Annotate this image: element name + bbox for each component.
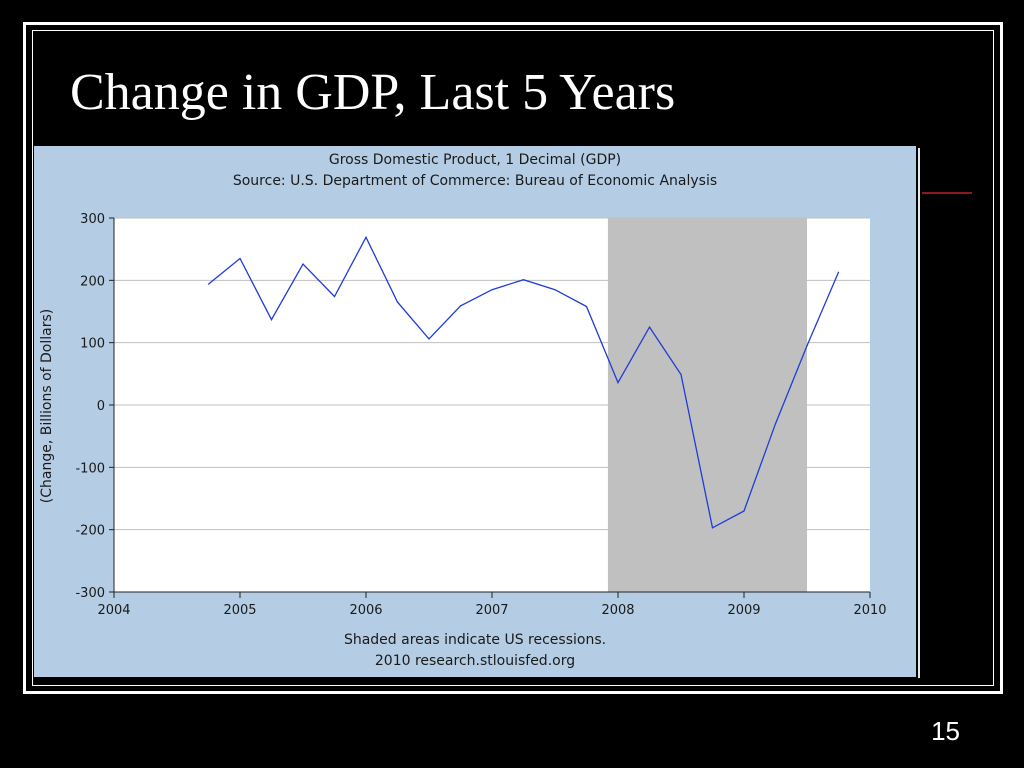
data-point	[333, 295, 336, 298]
x-tick-label: 2008	[601, 603, 634, 618]
data-point	[239, 257, 241, 260]
data-point	[837, 271, 840, 273]
data-point	[396, 301, 399, 303]
y-tick-label: 100	[80, 337, 105, 352]
y-tick-label: -100	[75, 461, 105, 476]
slide-inner-frame	[32, 30, 994, 686]
data-point	[648, 326, 651, 328]
chart-subtitle: Source: U.S. Department of Commerce: Bur…	[233, 173, 717, 189]
data-point	[365, 236, 367, 238]
x-tick-label: 2006	[349, 603, 382, 618]
chart-title: Gross Domestic Product, 1 Decimal (GDP)	[329, 152, 621, 168]
y-tick-label: -200	[75, 524, 105, 539]
x-tick-label: 2009	[727, 603, 760, 618]
slide-title: Change in GDP, Last 5 Years	[70, 64, 676, 121]
title-divider-line	[922, 192, 972, 194]
chart-panel: Gross Domestic Product, 1 Decimal (GDP) …	[34, 146, 916, 677]
slide-number: 15	[931, 716, 960, 746]
data-point	[617, 381, 619, 384]
data-point	[680, 373, 682, 376]
data-point	[428, 338, 430, 340]
chart-note-recessions: Shaded areas indicate US recessions.	[344, 632, 606, 648]
data-point	[774, 423, 777, 425]
y-axis-label: (Change, Billions of Dollars)	[39, 309, 55, 503]
data-point	[302, 263, 304, 265]
data-point	[554, 289, 556, 291]
y-tick-label: 200	[80, 274, 105, 289]
gdp-line-chart: Gross Domestic Product, 1 Decimal (GDP) …	[39, 152, 887, 669]
y-tick-label: -300	[75, 586, 105, 601]
x-tick-label: 2010	[853, 603, 886, 618]
x-tick-label: 2004	[97, 603, 130, 618]
panel-edge-line	[918, 148, 920, 678]
y-tick-label: 0	[97, 399, 105, 414]
data-point	[207, 283, 210, 285]
slide-outer-frame	[23, 22, 1003, 694]
data-point	[459, 305, 462, 307]
chart-note-source: 2010 research.stlouisfed.org	[375, 653, 575, 669]
data-point	[522, 279, 525, 281]
x-tick-label: 2007	[475, 603, 508, 618]
data-point	[806, 345, 808, 347]
y-tick-label: 300	[80, 212, 105, 227]
data-point	[711, 527, 714, 529]
x-tick-label: 2005	[223, 603, 256, 618]
data-point	[270, 319, 273, 321]
data-point	[743, 510, 745, 512]
data-point	[585, 305, 588, 308]
data-point	[491, 289, 493, 291]
